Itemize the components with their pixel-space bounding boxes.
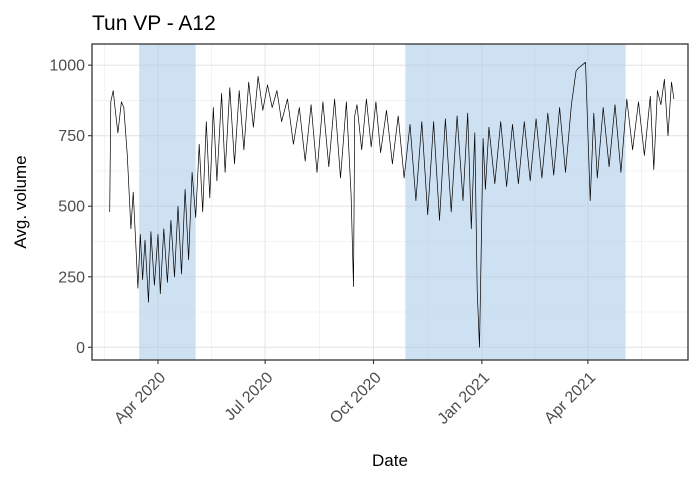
series-line xyxy=(109,61,675,348)
x-tick-label: Jan 2021 xyxy=(435,369,494,428)
y-axis-title: Avg. volume xyxy=(11,155,30,248)
shaded-periods xyxy=(139,44,626,360)
x-tick-label: Oct 2020 xyxy=(327,369,385,427)
chart-title: Tun VP - A12 xyxy=(92,12,216,35)
y-tick-label: 1000 xyxy=(49,58,85,75)
shaded-period xyxy=(139,44,196,360)
x-tick-label: Apr 2020 xyxy=(111,369,169,427)
x-tick-label: Jul 2020 xyxy=(222,369,277,424)
series-layer xyxy=(109,61,675,348)
shaded-period xyxy=(405,44,626,360)
x-axis: Apr 2020 Jul 2020 Oct 2020 Jan 2021 Apr 2021 xyxy=(111,360,599,428)
plot-border xyxy=(91,43,689,361)
x-axis-title: Date xyxy=(372,451,408,470)
y-axis: 0 250 500 750 1000 xyxy=(49,58,92,357)
y-tick-label: 750 xyxy=(58,128,85,145)
y-tick-label: 0 xyxy=(76,340,85,357)
x-tick-label: Apr 2021 xyxy=(541,369,599,427)
y-tick-label: 500 xyxy=(58,199,85,216)
y-tick-label: 250 xyxy=(58,269,85,286)
